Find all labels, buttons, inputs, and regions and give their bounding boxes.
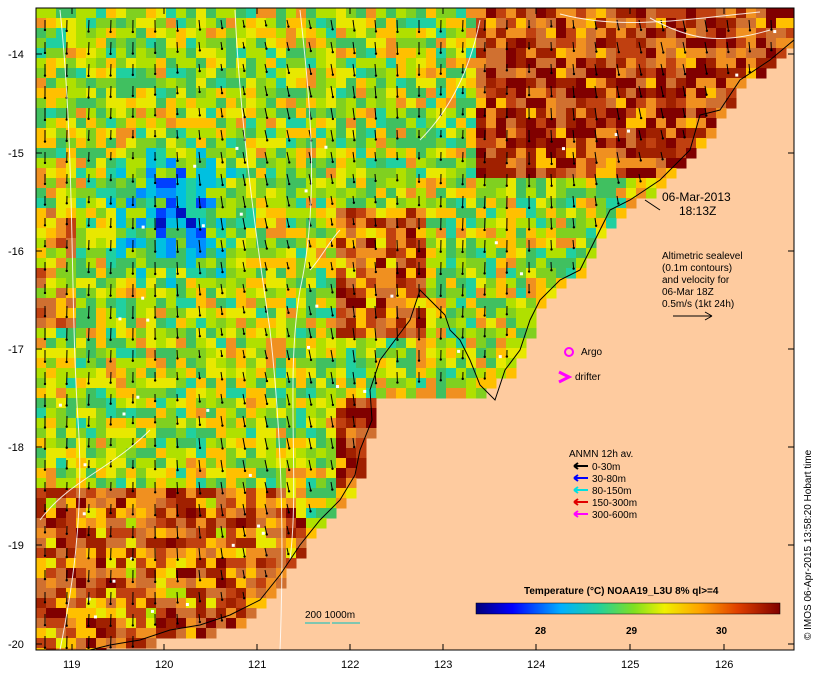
lon-tick-label: 125	[621, 659, 639, 671]
lat-tick-label: -18	[8, 442, 24, 454]
plot-frame	[35, 7, 795, 651]
lon-tick-label: 119	[63, 659, 81, 671]
svg-text:and velocity for: and velocity for	[662, 275, 730, 286]
date-pointer	[644, 199, 661, 211]
lon-tick-label: 121	[248, 659, 266, 671]
lon-tick-label: 122	[341, 659, 359, 671]
svg-text:200 1000m: 200 1000m	[305, 610, 355, 621]
lat-tick-label: -19	[8, 540, 24, 552]
svg-text:06-Mar 18Z: 06-Mar 18Z	[662, 287, 714, 298]
anmn-item-label: 300-600m	[592, 510, 637, 521]
anmn-legend: ANMN 12h av. 0-30m30-80m80-150m150-300m3…	[569, 449, 637, 521]
lat-tick-label: -14	[8, 49, 24, 61]
lat-tick-label: -20	[8, 639, 24, 651]
colorbar-tick: 30	[716, 626, 728, 637]
latitude-axis: -14 -15 -16 -17 -18 -19 -20	[8, 49, 794, 651]
argo-label: Argo	[581, 347, 603, 358]
longitude-axis: 119 120 121 122 123 124 125 126	[63, 8, 733, 671]
credit: © IMOS 06-Apr-2015 13:58:20 Hobart time	[803, 449, 814, 640]
anmn-item-label: 80-150m	[592, 486, 631, 497]
sealevel-contours	[39, 9, 771, 650]
svg-text:0.5m/s (1kt 24h): 0.5m/s (1kt 24h)	[662, 299, 734, 310]
map-date: 06-Mar-2013	[662, 190, 731, 204]
svg-text:(0.1m contours): (0.1m contours)	[662, 263, 732, 274]
drifter-label: drifter	[575, 372, 601, 383]
argo-marker	[564, 347, 574, 357]
anmn-title: ANMN 12h av.	[569, 449, 633, 460]
colorbar-tick: 29	[626, 626, 638, 637]
lon-tick-label: 123	[434, 659, 452, 671]
depth-contour-legend: 200 1000m	[305, 610, 360, 624]
map-time: 18:13Z	[679, 204, 716, 218]
coastline	[89, 8, 794, 650]
anmn-item-label: 0-30m	[592, 462, 620, 473]
lat-tick-label: -15	[8, 148, 24, 160]
lon-tick-label: 126	[715, 659, 733, 671]
svg-text:Altimetric sealevel: Altimetric sealevel	[662, 251, 743, 262]
anmn-item-label: 30-80m	[592, 474, 626, 485]
colorbar-gradient	[475, 602, 781, 615]
velocity-arrows	[43, 19, 773, 650]
colorbar-tick: 28	[535, 626, 547, 637]
colorbar-title: Temperature (°C) NOAA19_L3U 8% ql>=4	[524, 586, 719, 597]
sst-field	[36, 8, 794, 650]
colorbar: Temperature (°C) NOAA19_L3U 8% ql>=4 28 2…	[475, 586, 781, 637]
lon-tick-label: 120	[155, 659, 173, 671]
lat-tick-label: -16	[8, 246, 24, 258]
lon-tick-label: 124	[527, 659, 545, 671]
altimetry-legend: Altimetric sealevel (0.1m contours) and …	[662, 251, 743, 321]
anmn-item-label: 150-300m	[592, 498, 637, 509]
drifter-marker	[558, 370, 573, 384]
lat-tick-label: -17	[8, 344, 24, 356]
